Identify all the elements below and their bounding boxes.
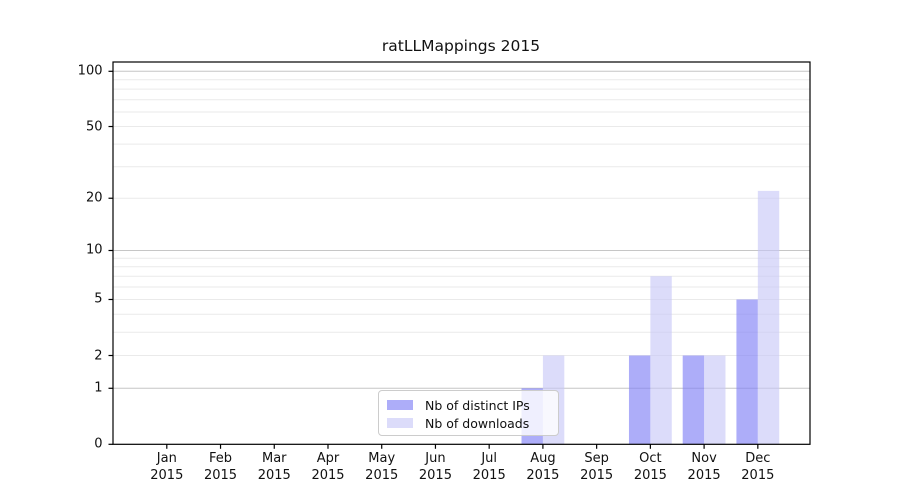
legend-item-distinct-ips: Nb of distinct IPs bbox=[379, 396, 558, 414]
bar-distinct-ips bbox=[736, 299, 758, 445]
x-tick-label: Nov 2015 bbox=[687, 451, 721, 483]
legend-label: Nb of distinct IPs bbox=[425, 397, 530, 413]
y-tick-label: 20 bbox=[85, 190, 103, 206]
bar-downloads bbox=[650, 276, 672, 445]
legend-label: Nb of downloads bbox=[425, 415, 530, 431]
x-tick-label: Jul 2015 bbox=[472, 451, 506, 483]
y-tick-label: 10 bbox=[85, 242, 103, 258]
x-tick-label: May 2015 bbox=[365, 451, 399, 483]
x-tick-label: Feb 2015 bbox=[203, 451, 238, 483]
legend-item-downloads: Nb of downloads bbox=[379, 414, 558, 432]
x-tick-label: Oct 2015 bbox=[633, 451, 667, 483]
y-tick-label: 100 bbox=[77, 63, 103, 79]
y-tick-label: 1 bbox=[94, 380, 103, 396]
y-tick-label: 2 bbox=[94, 348, 103, 363]
y-tick-label: 50 bbox=[85, 119, 103, 135]
axes-spines bbox=[112, 61, 811, 445]
bar-distinct-ips bbox=[628, 355, 651, 445]
legend-swatch-downloads bbox=[387, 418, 413, 428]
x-tick-label: Jun 2015 bbox=[418, 451, 452, 483]
x-tick-label: Mar 2015 bbox=[257, 451, 291, 483]
bar-downloads bbox=[704, 355, 726, 445]
x-tick-label: Sep 2015 bbox=[580, 451, 614, 483]
chart-title: ratLLMappings 2015 bbox=[381, 37, 541, 55]
bar-distinct-ips bbox=[682, 355, 705, 445]
legend-swatch-distinct-ips bbox=[387, 400, 413, 410]
x-tick-label: Dec 2015 bbox=[741, 451, 775, 483]
legend: Nb of distinct IPs Nb of downloads bbox=[378, 390, 559, 436]
x-tick-label: Jan 2015 bbox=[150, 451, 184, 483]
x-tick-label: Apr 2015 bbox=[311, 451, 345, 483]
x-tick-label: Aug 2015 bbox=[526, 451, 560, 483]
y-tick-label: 5 bbox=[94, 291, 103, 307]
bar-downloads bbox=[757, 190, 780, 445]
y-tick-label: 0 bbox=[94, 436, 103, 452]
